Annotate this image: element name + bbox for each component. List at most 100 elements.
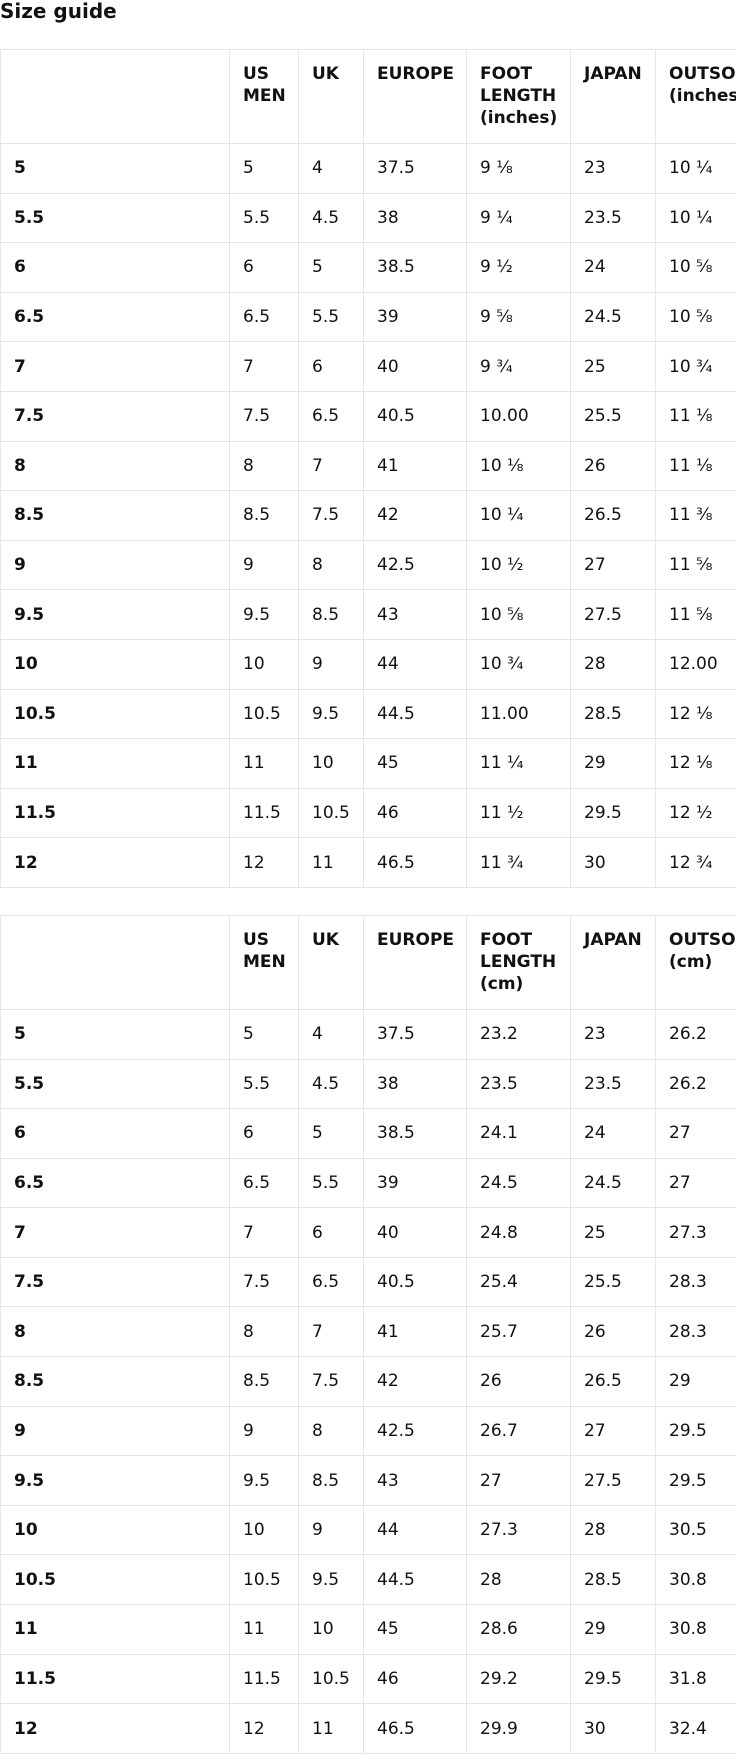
- header-cell: OUTSOLE LENGTH (inches): [655, 49, 736, 144]
- header-cell: FOOT LENGTH (inches): [466, 49, 571, 144]
- cell: 12: [229, 1703, 299, 1754]
- cell: 9.5: [298, 688, 364, 740]
- size-row: 5 5 4 37.5 23.2 23 26.2: [0, 1008, 736, 1060]
- cell: 11.5: [229, 1653, 299, 1705]
- cell: 9 ⅝: [466, 291, 571, 343]
- cell: 9: [298, 1504, 364, 1556]
- cell: 5: [229, 1008, 299, 1060]
- cell: 46: [363, 787, 467, 839]
- cell: 9 ⅛: [466, 143, 571, 194]
- size-row: 5.5 5.5 4.5 38 23.5 23.5 26.2: [0, 1058, 736, 1110]
- cell: 38.5: [363, 242, 467, 293]
- cell: 40: [363, 1207, 467, 1258]
- cell: 23: [570, 1008, 656, 1060]
- cell: 5: [298, 242, 364, 293]
- cell: 27: [655, 1157, 736, 1209]
- cell: 12.00: [655, 638, 736, 690]
- size-row: 8 8 7 41 10 ⅛ 26 11 ⅛: [0, 440, 736, 492]
- cell: 5.5: [229, 1058, 299, 1110]
- cell: 29: [570, 738, 656, 789]
- header-cell: JAPAN: [570, 49, 656, 144]
- cell: 11 ½: [466, 787, 571, 839]
- cell: 4.5: [298, 192, 364, 244]
- cell: 28: [570, 638, 656, 690]
- cell: 40: [363, 341, 467, 392]
- cell: 43: [363, 589, 467, 640]
- cell: 41: [363, 440, 467, 492]
- table-wrap: US MEN UK EUROPE FOOT LENGTH (inches) JAPAN O…: [0, 49, 736, 888]
- cell: 12 ½: [655, 787, 736, 839]
- tables: US MEN UK EUROPE FOOT LENGTH (inches) JAPAN O…: [0, 49, 736, 1754]
- cell: 9 ¾: [466, 341, 571, 392]
- cell: 10 ¾: [466, 638, 571, 690]
- cell: 7.5: [298, 490, 364, 541]
- header-cell: FOOT LENGTH (cm): [466, 914, 571, 1010]
- cell: 24: [570, 242, 656, 293]
- cell: 25.7: [466, 1306, 571, 1358]
- cell: 7.5: [298, 1356, 364, 1407]
- size-row: 11.5 11.5 10.5 46 11 ½ 29.5 12 ½: [0, 787, 736, 839]
- cell: 10 ⅛: [466, 440, 571, 492]
- table-wrap: US MEN UK EUROPE FOOT LENGTH (cm) JAPAN OUTSO…: [0, 914, 736, 1754]
- size-cell: 10.5: [0, 1554, 230, 1606]
- size-row: 6.5 6.5 5.5 39 24.5 24.5 27: [0, 1157, 736, 1209]
- cell: 12 ⅛: [655, 738, 736, 789]
- cell: 29.9: [466, 1703, 571, 1754]
- cell: 11 ⅝: [655, 539, 736, 591]
- cell: 9.5: [298, 1554, 364, 1606]
- cell: 38.5: [363, 1108, 467, 1159]
- size-row: 9.5 9.5 8.5 43 10 ⅝ 27.5 11 ⅝: [0, 589, 736, 640]
- size-cell: 7.5: [0, 1256, 230, 1308]
- cell: 8.5: [298, 1455, 364, 1506]
- cell: 23.5: [570, 1058, 656, 1110]
- cell: 28.5: [570, 688, 656, 740]
- cell: 11 ¾: [466, 837, 571, 888]
- cell: 9.5: [229, 589, 299, 640]
- cell: 8: [298, 1405, 364, 1457]
- cell: 10: [229, 638, 299, 690]
- cell: 10 ¼: [466, 490, 571, 541]
- cell: 27: [466, 1455, 571, 1506]
- cell: 4: [298, 1008, 364, 1060]
- cell: 7: [229, 341, 299, 392]
- size-cell: 10: [0, 1504, 230, 1556]
- size-row: 11 11 10 45 11 ¼ 29 12 ⅛: [0, 738, 736, 789]
- cell: 26.5: [570, 490, 656, 541]
- cell: 11 ⅛: [655, 440, 736, 492]
- cell: 28.3: [655, 1306, 736, 1358]
- cell: 10 ¼: [655, 192, 736, 244]
- cell: 30: [570, 1703, 656, 1754]
- cell: 10 ⅝: [655, 291, 736, 343]
- cell: 29.5: [570, 787, 656, 839]
- cell: 10.5: [298, 1653, 364, 1705]
- cell: 25.5: [570, 1256, 656, 1308]
- cell: 5.5: [229, 192, 299, 244]
- cell: 42.5: [363, 1405, 467, 1457]
- cell: 8.5: [229, 490, 299, 541]
- cell: 11: [298, 837, 364, 888]
- cell: 39: [363, 291, 467, 343]
- cell: 27.3: [466, 1504, 571, 1556]
- cell: 24.1: [466, 1108, 571, 1159]
- cell: 11.5: [229, 787, 299, 839]
- size-cell: 12: [0, 1703, 230, 1754]
- cell: 10: [298, 738, 364, 789]
- cell: 4: [298, 143, 364, 194]
- size-row: 10 10 9 44 10 ¾ 28 12.00: [0, 638, 736, 690]
- cell: 24.5: [570, 291, 656, 343]
- cell: 6.5: [298, 1256, 364, 1308]
- size-row: 8.5 8.5 7.5 42 26 26.5 29: [0, 1356, 736, 1407]
- size-row: 6 6 5 38.5 24.1 24 27: [0, 1108, 736, 1159]
- size-cell: 8: [0, 440, 230, 492]
- size-row: 10.5 10.5 9.5 44.5 28 28.5 30.8: [0, 1554, 736, 1606]
- size-cell: 6.5: [0, 1157, 230, 1209]
- cell: 9: [298, 638, 364, 690]
- cell: 11 ¼: [466, 738, 571, 789]
- size-row: 5.5 5.5 4.5 38 9 ¼ 23.5 10 ¼: [0, 192, 736, 244]
- cell: 29.5: [570, 1653, 656, 1705]
- header-row: US MEN UK EUROPE FOOT LENGTH (inches) JAPAN O…: [0, 49, 736, 144]
- cell: 7: [229, 1207, 299, 1258]
- cell: 30: [570, 837, 656, 888]
- header-cell: [0, 49, 230, 144]
- cell: 37.5: [363, 1008, 467, 1060]
